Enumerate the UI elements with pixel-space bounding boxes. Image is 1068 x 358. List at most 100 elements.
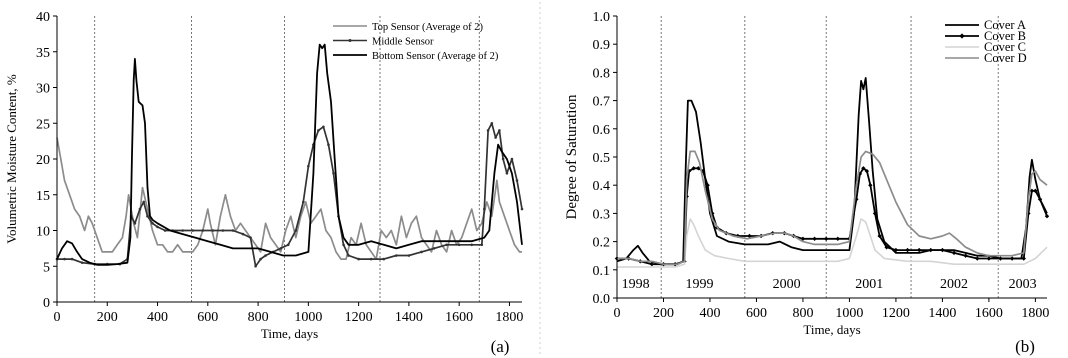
- series-point: [63, 257, 66, 261]
- series-point: [369, 257, 373, 261]
- series-point: [357, 257, 360, 261]
- year-label: 2000: [773, 277, 801, 292]
- series-point: [893, 247, 899, 253]
- x-tick-label: 1400: [928, 306, 956, 321]
- series-point: [254, 264, 257, 268]
- series-point: [501, 157, 505, 161]
- legend-label: Cover A: [984, 18, 1026, 32]
- series-point: [515, 179, 519, 182]
- x-axis-label: Time, days: [803, 322, 860, 337]
- year-label: 2001: [855, 277, 883, 292]
- y-tick-label: 0.5: [593, 151, 611, 166]
- series-point: [905, 247, 910, 253]
- x-axis-label: Time, days: [261, 326, 318, 341]
- series-point: [259, 257, 262, 261]
- y-tick-label: 20: [36, 153, 50, 168]
- series-point: [332, 172, 335, 175]
- x-tick-label: 400: [147, 310, 168, 325]
- series-point: [142, 200, 146, 204]
- series-point: [1029, 188, 1035, 194]
- series-line-3: [56, 43, 523, 266]
- series-point: [877, 233, 882, 239]
- series-point: [241, 232, 245, 236]
- x-tick-label: 1800: [1021, 306, 1049, 321]
- legend-label: Top Sensor (Average of 2): [372, 22, 484, 33]
- series-point: [861, 166, 866, 171]
- series-point: [327, 143, 330, 146]
- panel-label: (a): [491, 337, 510, 356]
- series-point: [445, 243, 448, 247]
- x-tick-label: 1600: [975, 306, 1003, 321]
- series-point: [249, 236, 252, 239]
- series-point: [264, 254, 267, 257]
- series-point: [884, 245, 889, 250]
- legend-marker: [959, 33, 965, 39]
- legend-label: Bottom Sensor (Average of 2): [372, 51, 499, 62]
- series-point: [649, 261, 655, 267]
- legend-label: Cover D: [984, 51, 1027, 65]
- x-tick-label: 800: [248, 310, 269, 325]
- x-tick-label: 0: [54, 310, 61, 325]
- legend-label: Cover B: [984, 29, 1026, 43]
- series-point: [470, 243, 474, 247]
- series-point: [156, 225, 159, 229]
- series-point: [1009, 256, 1015, 261]
- x-tick-label: 0: [614, 306, 621, 321]
- series-point: [812, 236, 817, 241]
- series-point: [928, 247, 933, 253]
- x-tick-label: 1000: [835, 306, 863, 321]
- series-point: [307, 164, 310, 168]
- series-point: [322, 125, 325, 129]
- panel-label: (b): [1015, 337, 1035, 356]
- y-tick-label: 0.4: [593, 179, 611, 194]
- year-label: 1998: [622, 277, 650, 292]
- series-point: [696, 166, 701, 171]
- y-tick-label: 0.1: [593, 264, 611, 279]
- x-tick-label: 1000: [294, 310, 322, 325]
- series-point: [823, 236, 829, 241]
- series-point: [486, 129, 490, 132]
- chart-a: 0 200 400 600 800 1000 1200 1400 1600 1800 0 5 10 15 2…: [4, 10, 523, 356]
- y-tick-label: 0: [43, 296, 50, 311]
- series-point: [1037, 197, 1043, 202]
- y-tick-label: 0.0: [593, 292, 611, 307]
- series-point: [710, 211, 715, 216]
- series-line-1: [56, 137, 522, 260]
- x-tick-label: 200: [653, 306, 674, 321]
- series-point: [482, 207, 486, 211]
- series-point: [510, 157, 514, 161]
- series-point: [705, 183, 710, 188]
- y-tick-label: 35: [36, 46, 50, 61]
- series-point: [951, 250, 957, 256]
- y-tick-label: 0.6: [593, 123, 611, 138]
- x-tick-label: 600: [746, 306, 767, 321]
- series-point: [480, 243, 484, 247]
- series-point: [432, 247, 436, 250]
- y-tick-label: 0.9: [593, 38, 611, 53]
- series-line-2: [617, 167, 1048, 266]
- series-point: [686, 168, 692, 174]
- series-point: [231, 229, 235, 232]
- series-point: [868, 183, 873, 188]
- series-point: [302, 200, 305, 204]
- series-point: [279, 247, 283, 250]
- series-point: [800, 236, 806, 241]
- x-tick-label: 600: [197, 310, 218, 325]
- year-label: 2003: [1009, 277, 1037, 292]
- series-point: [857, 171, 863, 177]
- series-point: [151, 222, 154, 225]
- x-tick-label: 1600: [445, 310, 473, 325]
- series-point: [835, 236, 841, 241]
- series-point: [133, 222, 137, 225]
- series-point: [505, 172, 509, 175]
- series-point: [872, 211, 878, 216]
- series-line-3: [617, 218, 1048, 268]
- y-tick-label: 1.0: [593, 10, 611, 25]
- series-point: [317, 129, 320, 132]
- series-point: [940, 247, 945, 253]
- series-point: [457, 243, 461, 247]
- series-point: [395, 254, 398, 257]
- y-tick-label: 0.7: [593, 95, 611, 110]
- series-point: [163, 229, 167, 232]
- series-point: [747, 233, 752, 239]
